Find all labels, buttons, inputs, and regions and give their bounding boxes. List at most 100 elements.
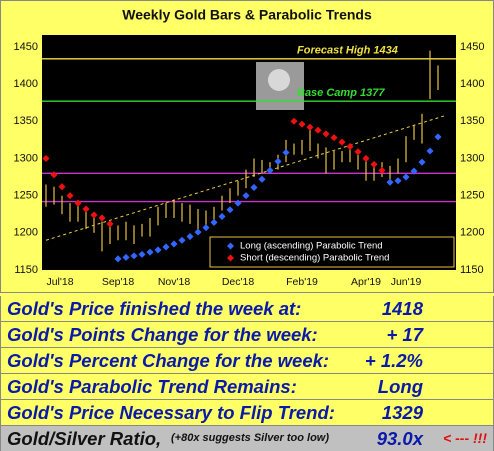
- parabolic-dot: [106, 220, 114, 228]
- row-value: + 17: [386, 324, 423, 345]
- parabolic-dot: [210, 218, 218, 226]
- parabolic-dot: [194, 228, 202, 236]
- x-tick-label: Nov'18: [158, 276, 191, 288]
- parabolic-dot: [74, 199, 82, 207]
- plot-area: [42, 35, 456, 270]
- row-value: 1418: [381, 298, 423, 319]
- y-tick-label: 1450: [14, 41, 38, 53]
- row-value: 1329: [381, 402, 423, 423]
- parabolic-dot: [50, 171, 58, 179]
- parabolic-dot: [290, 117, 298, 125]
- parabolic-dot: [402, 173, 410, 181]
- parabolic-dot: [282, 148, 290, 157]
- parabolic-dot: [338, 138, 346, 146]
- parabolic-dot: [66, 192, 74, 200]
- row-label: Gold's Points Change for the week:: [7, 324, 318, 345]
- legend: [209, 236, 455, 268]
- chart-title: Weekly Gold Bars & Parabolic Trends: [122, 7, 372, 23]
- y-tick-label: 1400: [14, 78, 38, 90]
- y2-tick-label: 1450: [460, 41, 484, 53]
- row-label: Gold's Price Necessary to Flip Trend:: [7, 402, 335, 423]
- parabolic-dot: [362, 154, 370, 162]
- x-tick-label: Sep'18: [102, 276, 135, 288]
- parabolic-dot: [434, 133, 442, 141]
- ratio-label: Gold/Silver Ratio,: [7, 428, 162, 449]
- table-row: Gold's Price finished the week at: 1418: [0, 296, 494, 322]
- parabolic-dot: [314, 126, 322, 134]
- row-label: Gold's Percent Change for the week:: [7, 350, 330, 371]
- parabolic-dot: [370, 160, 378, 168]
- photo-face: [268, 69, 290, 91]
- parabolic-dot: [426, 147, 434, 155]
- parabolic-dot: [82, 205, 90, 213]
- parabolic-dot: [138, 250, 146, 258]
- table-row: Gold's Parabolic Trend Remains: Long: [0, 374, 494, 400]
- parabolic-dot: [354, 148, 362, 156]
- parabolic-dot: [90, 211, 98, 219]
- y-tick-label: 1300: [14, 152, 38, 164]
- parabolic-dot: [386, 178, 394, 186]
- parabolic-dot: [306, 123, 314, 131]
- ratio-alert: < --- !!!: [443, 430, 487, 446]
- y2-tick-label: 1300: [460, 152, 484, 164]
- level-label: Forecast High 1434: [297, 45, 398, 57]
- y2-tick-label: 1150: [460, 264, 484, 276]
- x-tick-label: Feb'19: [286, 276, 318, 288]
- parabolic-dot: [186, 232, 194, 241]
- y2-tick-label: 1350: [460, 115, 484, 127]
- y2-tick-label: 1400: [460, 78, 484, 90]
- ratio-row: Gold/Silver Ratio, (+80x suggests Silver …: [0, 426, 494, 451]
- parabolic-dot: [322, 130, 330, 138]
- parabolic-dot: [170, 240, 178, 248]
- legend-marker: [226, 242, 235, 250]
- chart: Weekly Gold Bars & Parabolic Trends 1150…: [0, 0, 494, 293]
- parabolic-dot: [202, 224, 210, 232]
- table-row: Gold's Price Necessary to Flip Trend: 132…: [0, 400, 494, 426]
- x-tick-label: Jul'18: [46, 276, 73, 288]
- parabolic-dot: [234, 199, 242, 207]
- parabolic-dot: [418, 158, 426, 166]
- parabolic-dot: [42, 154, 50, 162]
- legend-marker: [226, 254, 235, 262]
- parabolic-dot: [266, 166, 274, 174]
- row-value: + 1.2%: [364, 350, 423, 371]
- y-tick-label: 1350: [14, 115, 38, 127]
- legend-label: Long (ascending) Parabolic Trend: [240, 241, 383, 252]
- x-tick-label: Jun'19: [391, 276, 422, 288]
- parabolic-dot: [258, 175, 266, 183]
- parabolic-dot: [218, 212, 226, 220]
- parabolic-dot: [146, 248, 154, 256]
- parabolic-dot: [242, 192, 250, 200]
- parabolic-dot: [122, 253, 130, 261]
- parabolic-dot: [346, 143, 354, 151]
- parabolic-dot: [226, 206, 234, 214]
- legend-label: Short (descending) Parabolic Trend: [240, 253, 389, 264]
- x-tick-label: Apr'19: [351, 276, 381, 288]
- y-tick-label: 1150: [14, 264, 38, 276]
- parabolic-dot: [58, 183, 66, 191]
- ratio-value: 93.0x: [376, 428, 423, 449]
- row-label: Gold's Parabolic Trend Remains:: [7, 376, 297, 397]
- parabolic-dot: [410, 167, 418, 175]
- parabolic-dot: [394, 177, 402, 185]
- row-value: Long: [377, 376, 423, 397]
- parabolic-dot: [178, 236, 186, 244]
- parabolic-dot: [250, 183, 258, 191]
- parabolic-dot: [154, 246, 162, 254]
- parabolic-dot: [114, 255, 122, 263]
- parabolic-dot: [98, 214, 106, 222]
- parabolic-dot: [162, 243, 170, 251]
- table-row: Gold's Points Change for the week: + 17: [0, 322, 494, 348]
- parabolic-dot: [330, 134, 338, 142]
- ratio-note: (+80x suggests Silver too low): [171, 432, 330, 444]
- level-label: Base Camp 1377: [297, 87, 385, 99]
- parabolic-dot: [378, 166, 386, 174]
- trend-line: [45, 114, 447, 241]
- y2-tick-label: 1200: [460, 227, 484, 239]
- y-tick-label: 1250: [14, 190, 38, 202]
- x-tick-label: Dec'18: [222, 276, 255, 288]
- y2-tick-label: 1250: [460, 190, 484, 202]
- table-row: Gold's Percent Change for the week: + 1.2…: [0, 348, 494, 374]
- parabolic-dot: [298, 120, 306, 128]
